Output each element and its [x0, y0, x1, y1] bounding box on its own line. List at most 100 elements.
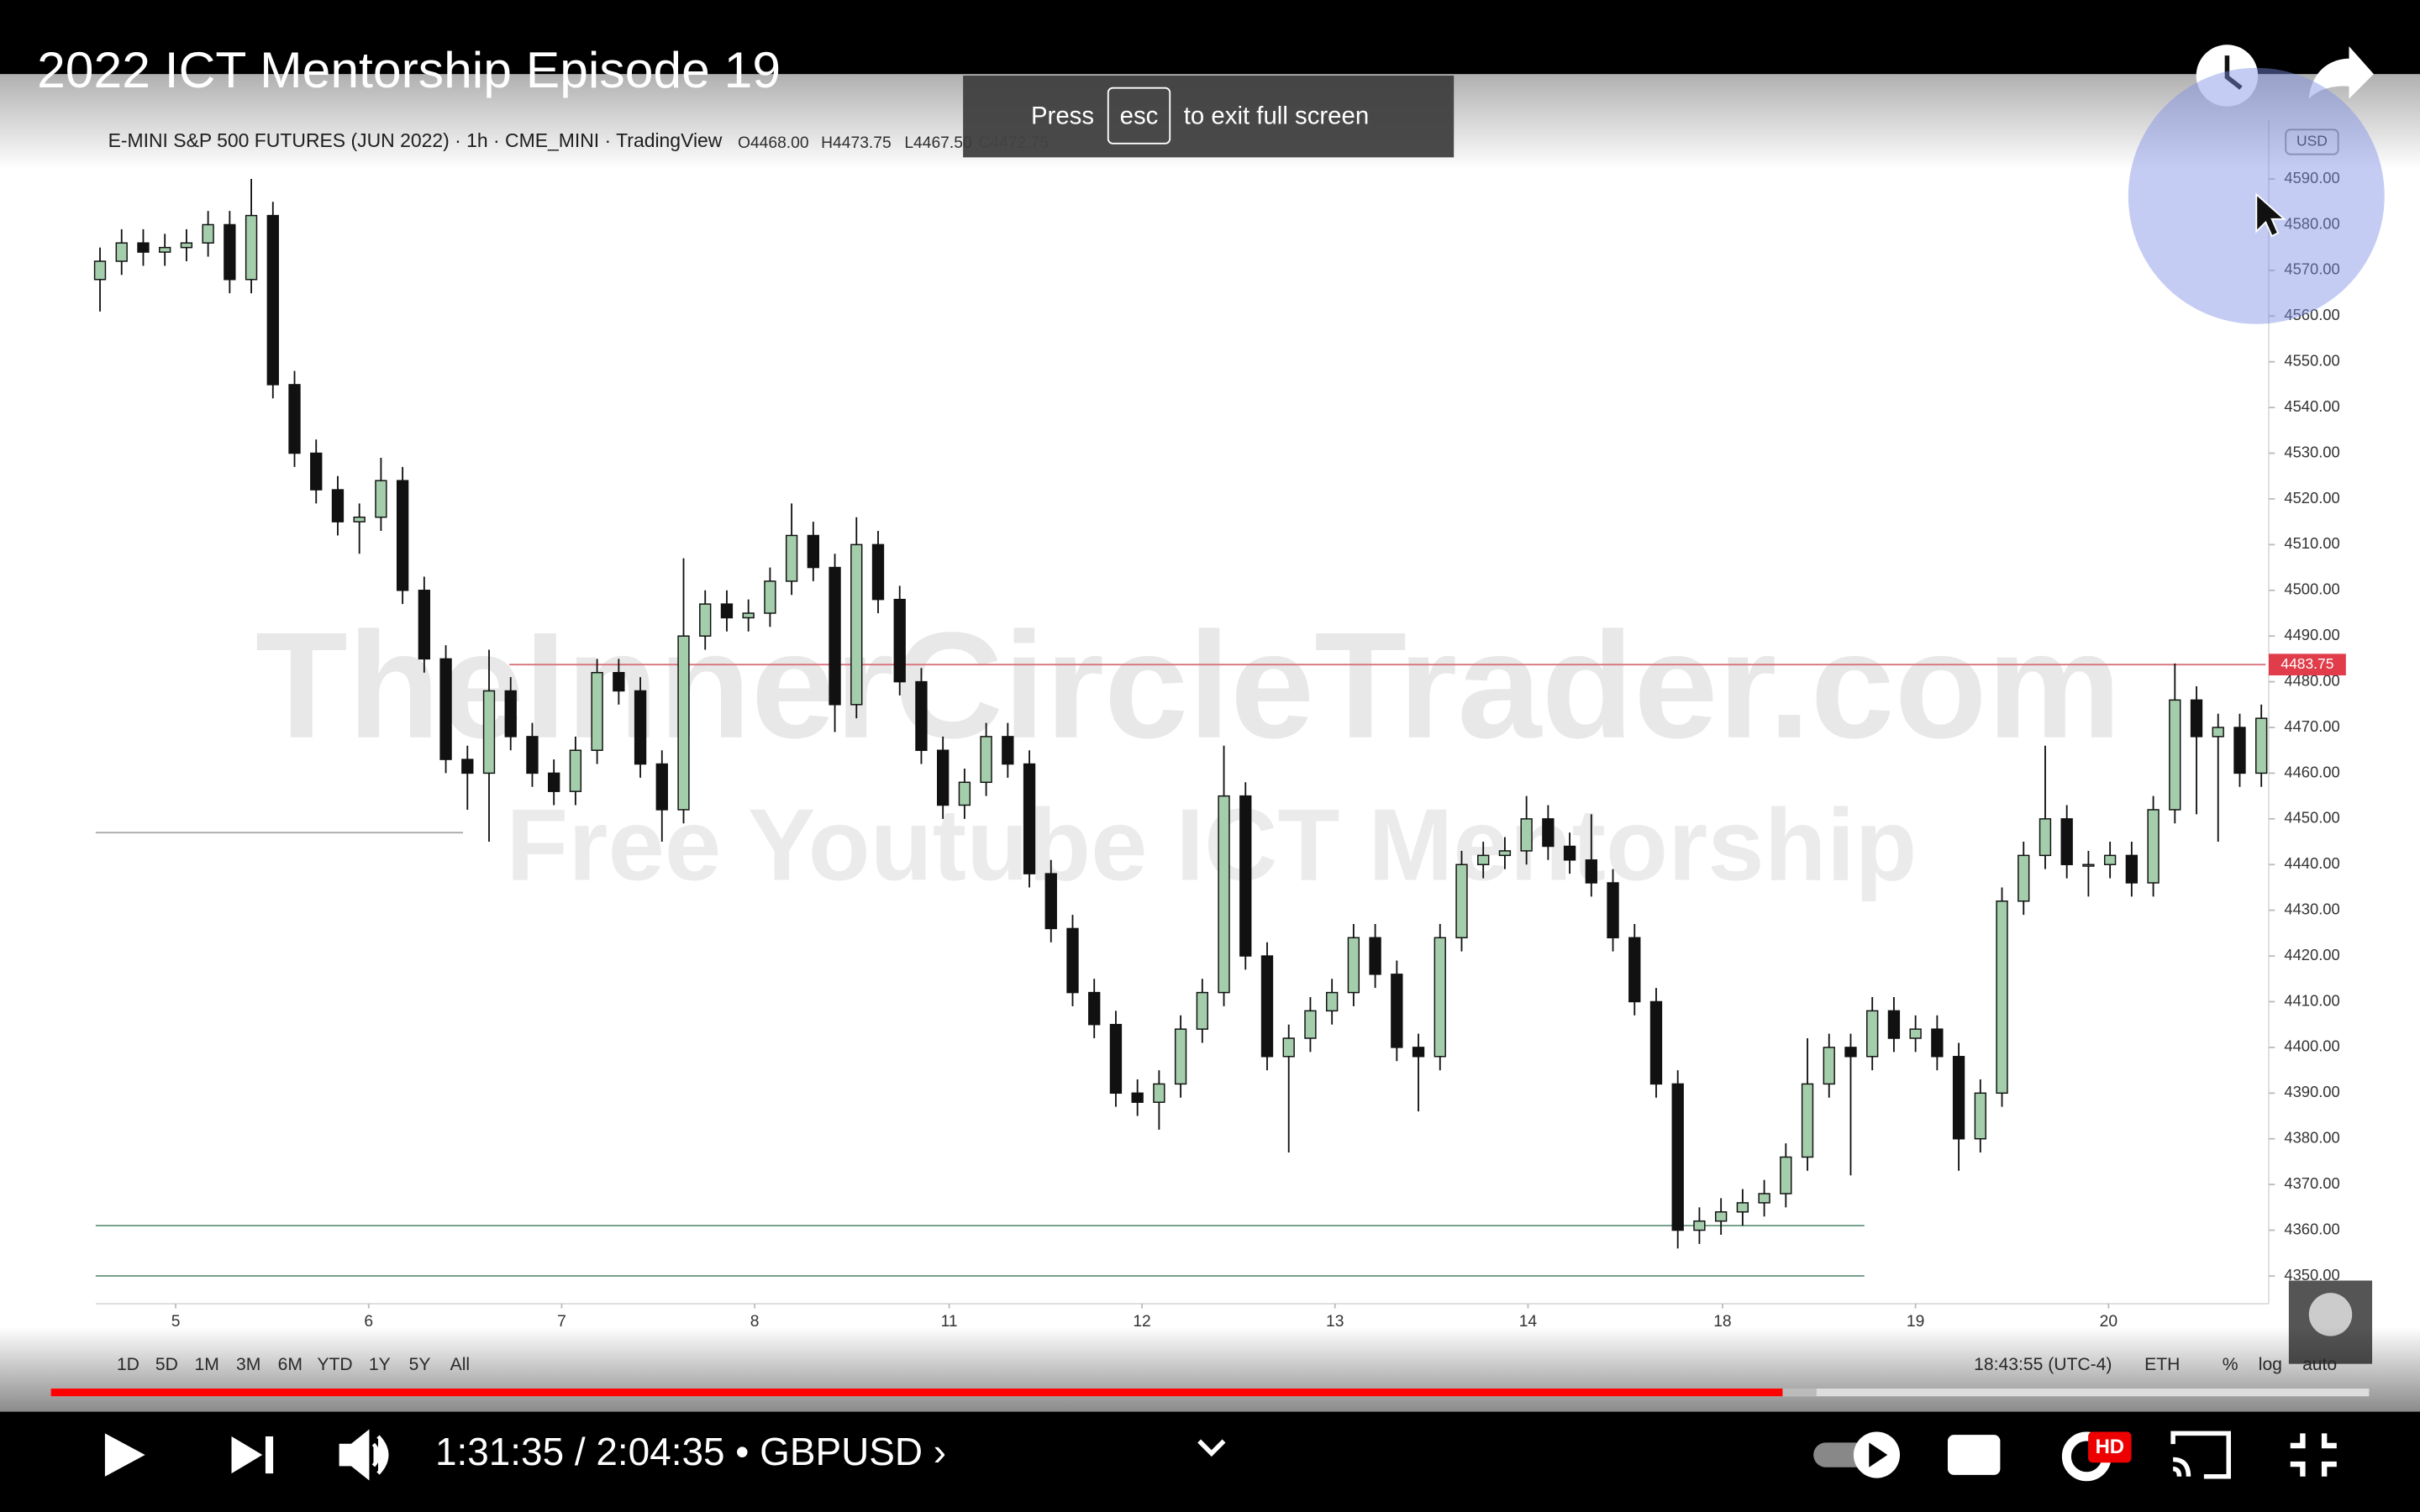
candle-body — [375, 480, 387, 518]
candle-body — [807, 534, 819, 569]
y-tick-label: 4370.00 — [2284, 1174, 2339, 1192]
candle-body — [915, 680, 928, 751]
candle-body — [980, 736, 992, 784]
candle-body — [1131, 1092, 1144, 1103]
candle-body — [1736, 1202, 1749, 1213]
y-tick-label: 4470.00 — [2284, 717, 2339, 735]
watermark: Free Youtube ICT Mentorship — [506, 788, 1917, 902]
candle-body — [655, 763, 668, 811]
candle-body — [569, 749, 582, 792]
price-label-box — [2269, 654, 2346, 676]
candle-body — [1066, 927, 1079, 994]
y-tick-label: 4420.00 — [2284, 946, 2339, 963]
x-tick-label: 13 — [1326, 1313, 1344, 1331]
candle-body — [2169, 699, 2181, 811]
hd-badge — [2088, 1431, 2132, 1463]
candle-body — [1693, 1220, 1706, 1231]
candle-body — [1347, 937, 1360, 994]
candle-body — [1887, 1010, 1901, 1039]
candle-body — [1391, 974, 1403, 1048]
candle-body — [1455, 864, 1468, 939]
candle-body — [1671, 1083, 1684, 1231]
candle-body — [1952, 1056, 1965, 1140]
watermark: TheInnerCircleTrader.com — [255, 601, 2122, 770]
share-icon[interactable] — [2308, 46, 2374, 99]
candle-body — [2060, 818, 2073, 865]
x-tick-label: 12 — [1133, 1313, 1150, 1331]
presenter-avatar — [2308, 1293, 2353, 1336]
autoplay-knob — [1869, 1442, 1888, 1467]
candle-body — [1109, 1023, 1123, 1095]
candle-body — [288, 384, 301, 454]
y-tick-label: 4510.00 — [2284, 534, 2339, 552]
x-tick-label: 6 — [364, 1313, 373, 1331]
candle-body — [1844, 1047, 1857, 1058]
y-tick-label: 4350.00 — [2284, 1266, 2339, 1284]
candle-body — [2125, 854, 2139, 884]
y-tick-label: 4570.00 — [2284, 260, 2339, 278]
candle-body — [764, 580, 776, 614]
candle-body — [1758, 1193, 1770, 1204]
candle-body — [2018, 854, 2030, 902]
candle-body — [439, 658, 452, 760]
candle-body — [1585, 859, 1597, 884]
y-tick-label: 4490.00 — [2284, 626, 2339, 643]
candle-body — [1714, 1211, 1728, 1222]
bottom-gradient — [0, 1326, 2420, 1420]
y-tick-label: 4390.00 — [2284, 1083, 2339, 1100]
candle-body — [1866, 1010, 1879, 1058]
candle-body — [720, 603, 734, 619]
hint-text: Press — [1031, 102, 1094, 129]
candle-body — [613, 671, 625, 692]
candle-body — [1996, 900, 2008, 1095]
mouse-cursor — [2255, 192, 2286, 238]
y-tick-label: 4580.00 — [2284, 214, 2339, 232]
y-tick-label: 4520.00 — [2284, 489, 2339, 507]
exit-fullscreen-button[interactable] — [2290, 1433, 2337, 1477]
candle-body — [137, 242, 150, 253]
candle-body — [1520, 818, 1533, 852]
candle-body — [180, 242, 193, 249]
candle-body — [396, 480, 409, 591]
y-tick-label: 4460.00 — [2284, 763, 2339, 780]
candle-body — [937, 749, 950, 806]
candle-body — [1477, 854, 1490, 865]
captions-button[interactable] — [1947, 1435, 2001, 1475]
candle-body — [1780, 1156, 1792, 1194]
candle-body — [1153, 1083, 1165, 1103]
candle-body — [1563, 845, 1576, 861]
time-display: 1:31:35 / 2:04:35 • GBPUSD › — [435, 1430, 946, 1473]
y-tick-label: 4480.00 — [2284, 671, 2339, 689]
candle-body — [526, 736, 539, 774]
x-tick-label: 14 — [1519, 1313, 1538, 1331]
candle-body — [1304, 1010, 1317, 1039]
candle-body — [1498, 850, 1512, 857]
chapter-toggle[interactable] — [1197, 1439, 1226, 1457]
candle-body — [1325, 991, 1339, 1012]
candle-body — [1174, 1028, 1187, 1085]
candle-body — [310, 452, 323, 491]
candle-body — [1239, 795, 1252, 957]
y-tick-label: 4540.00 — [2284, 397, 2339, 415]
candle-body — [591, 671, 603, 751]
candle-body — [1628, 937, 1641, 1003]
candle-body — [2255, 717, 2268, 774]
volume-button[interactable] — [339, 1429, 389, 1481]
candle-body — [93, 260, 107, 281]
candle-body — [2082, 864, 2095, 867]
y-tick-label: 4560.00 — [2284, 306, 2339, 323]
candle-body — [331, 489, 345, 522]
candle-body — [1649, 1000, 1663, 1085]
candle-body — [1002, 736, 1014, 765]
play-button[interactable] — [104, 1433, 145, 1477]
next-button[interactable] — [231, 1436, 274, 1474]
candle-body — [958, 781, 971, 806]
candle-body — [742, 612, 755, 619]
candle-body — [634, 690, 647, 765]
candle-body — [871, 543, 885, 601]
cast-button[interactable] — [2170, 1431, 2231, 1479]
candle-body — [2147, 809, 2160, 884]
